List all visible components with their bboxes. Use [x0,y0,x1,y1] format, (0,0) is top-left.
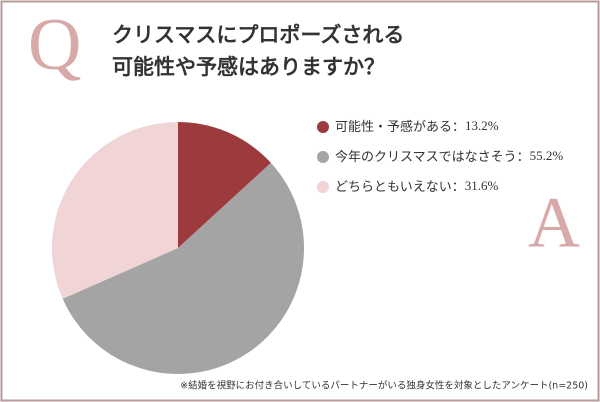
legend-swatch [317,181,329,193]
legend-swatch [317,121,329,133]
legend-name: どちらともいえない [335,180,452,195]
a-mark: A [528,183,580,263]
legend-separator: ： [452,120,465,135]
legend-separator: ： [452,180,465,195]
pie-slice [62,162,304,374]
legend-separator: ： [517,150,530,165]
value-label: 31.6% [465,178,499,193]
q-mark: Q [28,4,81,86]
pie-slice [178,122,271,248]
value-label: 13.2% [465,118,499,133]
legend-name: 可能性・予感がある [335,119,452,135]
title-line: 可能性や予感はありますか？ [112,55,385,79]
legend-entry: 可能性・予感がある：13.2% [335,118,499,135]
value-label: 55.2% [530,148,564,163]
title-line: クリスマスにプロポーズされる [112,23,404,47]
legend-name: 今年のクリスマスではなさそう [335,149,517,165]
legend-swatch [317,151,329,163]
pie-slice [52,122,179,299]
footnote: ※結婚を視野にお付き合いしているパートナーがいる独身女性を対象としたアンケート(… [180,380,588,392]
legend-entry: 今年のクリスマスではなさそう：55.2% [335,148,563,165]
legend-entry: どちらともいえない：31.6% [335,178,499,195]
